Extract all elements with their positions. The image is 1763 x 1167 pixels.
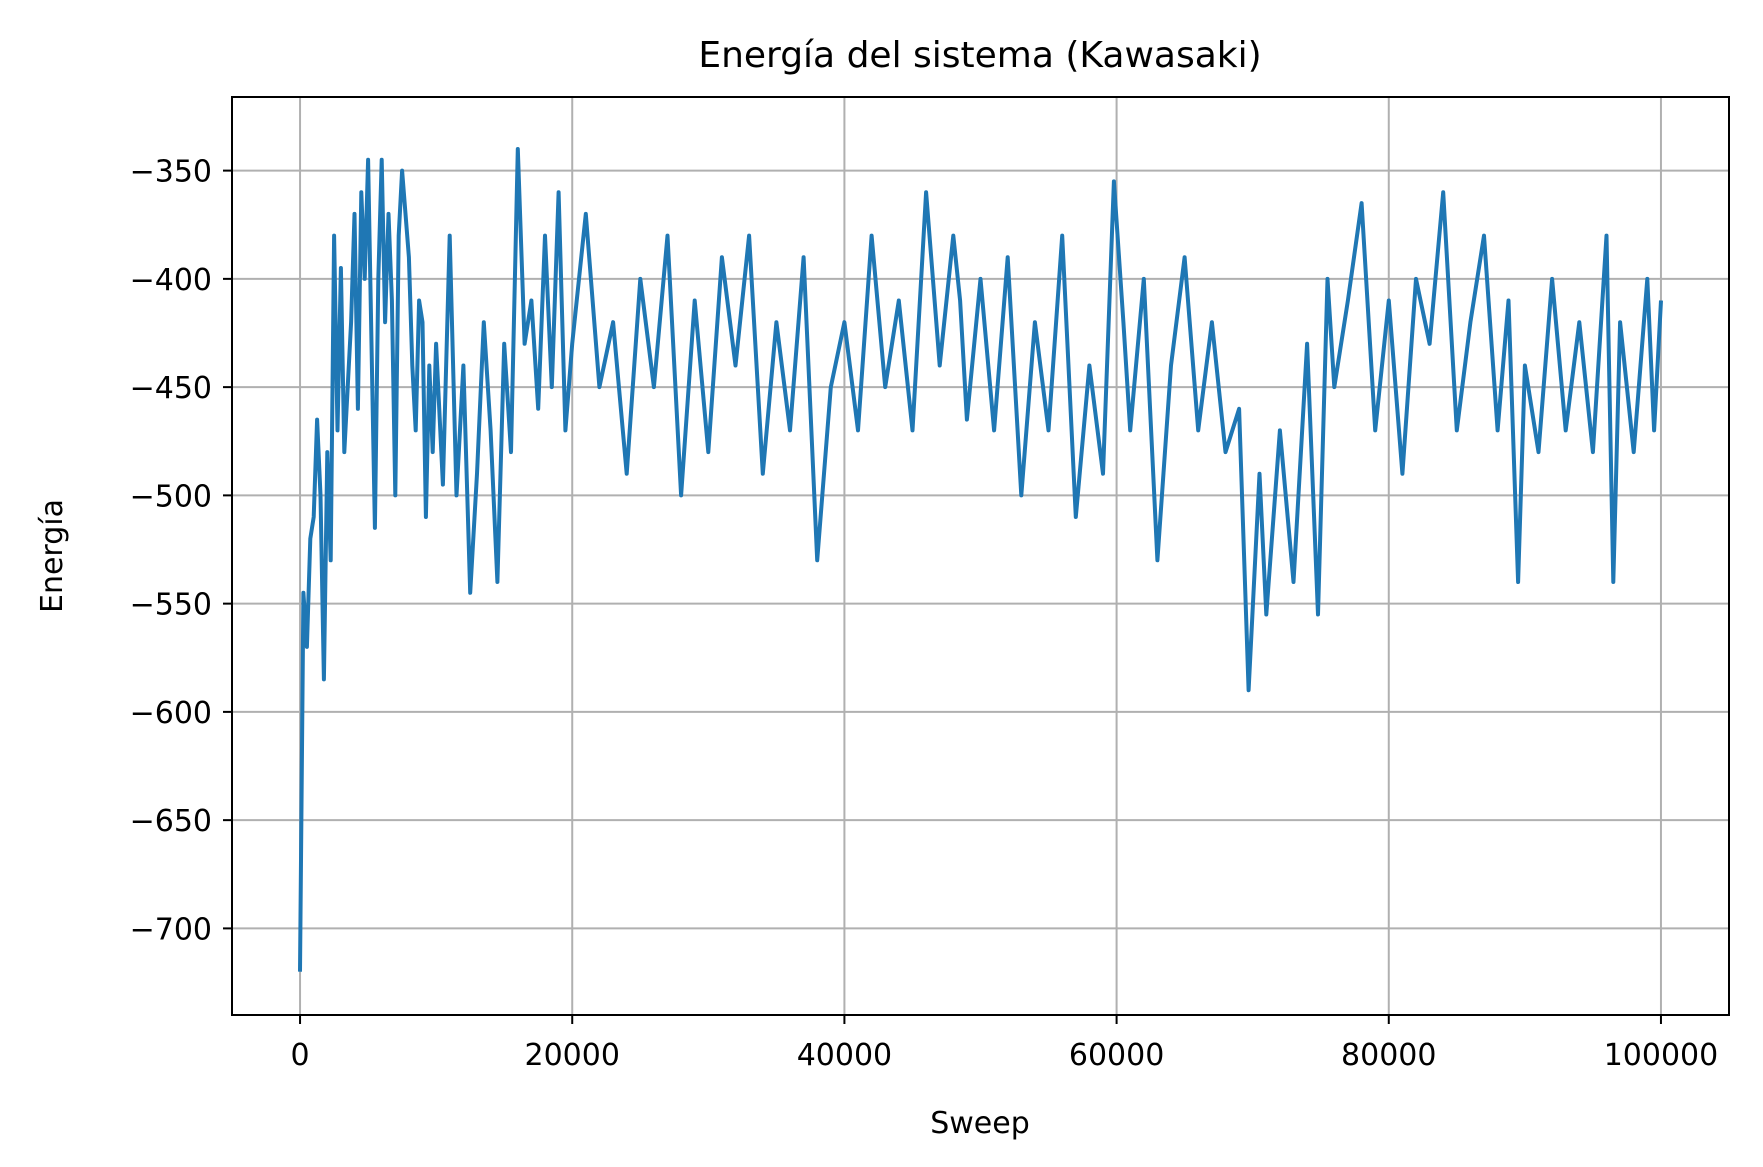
x-tick-label: 100000 [1604,1038,1719,1073]
y-axis-ticks: −350 −400 −450 −500 −550 −600 −650 −700 [130,155,232,947]
y-tick-label: −650 [130,804,212,839]
y-tick-label: −450 [130,371,212,406]
series-line-energia [298,147,1663,972]
x-tick-label: 80000 [1341,1038,1436,1073]
x-tick-label: 20000 [525,1038,620,1073]
x-axis-ticks: 0 20000 40000 60000 80000 100000 [290,1015,1718,1073]
x-tick-label: 40000 [797,1038,892,1073]
y-tick-label: −700 [130,912,212,947]
plot-frame [231,96,1730,1016]
y-tick-label: −550 [130,588,212,623]
x-axis-label: Sweep [930,1106,1030,1141]
y-tick-label: −400 [130,263,212,298]
x-tick-label: 0 [290,1038,309,1073]
y-tick-label: −350 [130,155,212,190]
x-tick-label: 60000 [1069,1038,1164,1073]
y-tick-label: −500 [130,479,212,514]
chart-title: Energía del sistema (Kawasaki) [698,35,1261,76]
y-tick-label: −600 [130,696,212,731]
y-axis-label: Energía [35,499,70,613]
grid [232,97,1729,1015]
series-layer [298,147,1663,972]
